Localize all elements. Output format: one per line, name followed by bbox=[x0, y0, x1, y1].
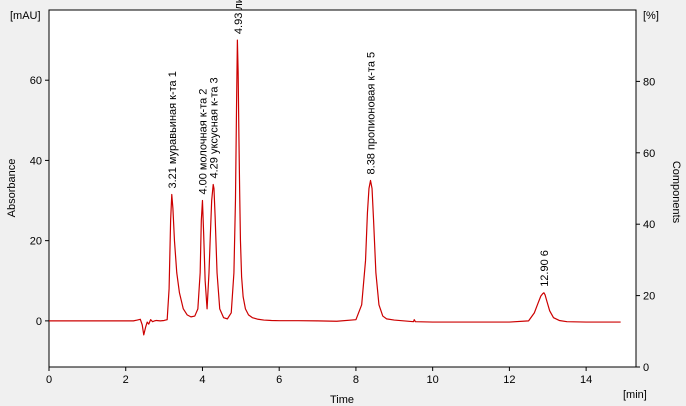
x-tick-label: 0 bbox=[46, 374, 52, 386]
y2-axis-title: Components bbox=[670, 161, 682, 224]
x-tick-label: 14 bbox=[580, 374, 592, 386]
y2-tick-label: 60 bbox=[643, 148, 655, 160]
y2-tick-label: 40 bbox=[643, 219, 655, 231]
x-axis-title: Time bbox=[330, 394, 354, 406]
chromatogram-trace bbox=[49, 39, 621, 336]
y-tick-label: 20 bbox=[30, 236, 42, 248]
peak-label: 4.29 уксусная к-та 3 bbox=[209, 77, 221, 178]
peak-label: 12.90 6 bbox=[539, 250, 551, 287]
y2-tick-label: 20 bbox=[643, 291, 655, 303]
y-axis-unit: [mAU] bbox=[10, 10, 41, 22]
plot-area bbox=[48, 9, 637, 368]
x-axis-unit: [min] bbox=[623, 389, 647, 401]
peak-label: 4.93 лимонная к-та 4 bbox=[233, 0, 245, 34]
x-tick-label: 12 bbox=[503, 374, 515, 386]
y-tick-label: 60 bbox=[30, 75, 42, 87]
axis-ticks: 0 2 4 6 8 10 12 14 0 20 40 60 0 20 40 60 80 bbox=[30, 75, 656, 386]
y2-tick-label: 80 bbox=[643, 76, 655, 88]
x-tick-label: 4 bbox=[199, 374, 205, 386]
y-tick-label: 40 bbox=[30, 155, 42, 167]
peak-label: 3.21 муравьиная к-та 1 bbox=[167, 71, 179, 188]
y2-tick-label: 0 bbox=[643, 362, 649, 374]
series-line bbox=[49, 39, 621, 336]
x-tick-label: 8 bbox=[353, 374, 359, 386]
peak-label: 8.38 пропионовая к-та 5 bbox=[366, 52, 378, 175]
peak-labels: 3.21 муравьиная к-та 1 4.00 молочная к-та… bbox=[167, 0, 551, 287]
peak-label: 4.00 молочная к-та 2 bbox=[197, 89, 209, 195]
x-tick-label: 2 bbox=[123, 374, 129, 386]
x-tick-label: 6 bbox=[276, 374, 282, 386]
x-tick-label: 10 bbox=[427, 374, 439, 386]
y-axis-title: Absorbance bbox=[6, 159, 18, 218]
y-tick-label: 0 bbox=[36, 316, 42, 328]
y2-axis-unit: [%] bbox=[643, 10, 659, 22]
